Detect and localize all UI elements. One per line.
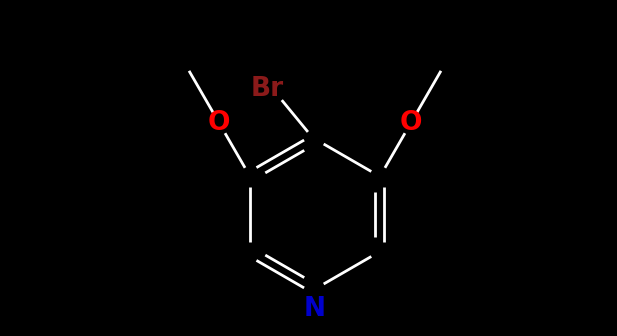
Text: O: O (208, 110, 230, 136)
Text: N: N (304, 296, 326, 322)
Text: Br: Br (251, 76, 284, 102)
Text: O: O (400, 110, 422, 136)
